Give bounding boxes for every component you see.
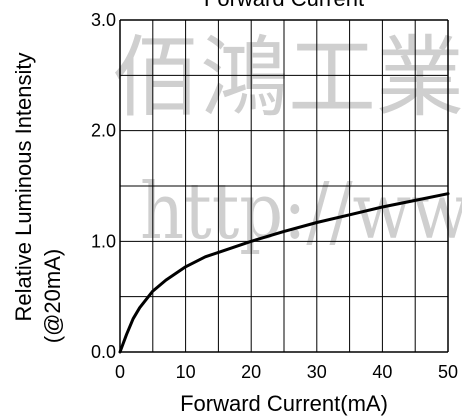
watermark-url: http://ww — [140, 167, 462, 257]
y-axis-label-sub: (@20mA) — [40, 249, 65, 343]
x-tick-label: 0 — [115, 362, 125, 382]
y-axis-label: Relative Luminous Intensity — [11, 52, 36, 321]
y-tick-label: 0.0 — [91, 342, 116, 362]
x-tick-label: 30 — [307, 362, 327, 382]
y-tick-label: 2.0 — [91, 121, 116, 141]
grid — [119, 19, 449, 353]
x-tick-label: 40 — [372, 362, 392, 382]
series-line — [118, 192, 450, 354]
tick-labels: 0 10 20 30 40 50 0.0 1.0 2.0 3.0 — [91, 10, 458, 382]
watermark-cjk: 佰鴻工業 — [112, 26, 462, 129]
x-tick-label: 10 — [176, 362, 196, 382]
y-tick-label: 1.0 — [91, 231, 116, 251]
chart-title: Forward Current — [204, 0, 364, 11]
x-tick-label: 20 — [241, 362, 261, 382]
y-tick-label: 3.0 — [91, 10, 116, 30]
x-axis-label: Forward Current(mA) — [180, 391, 388, 416]
x-tick-label: 50 — [438, 362, 458, 382]
